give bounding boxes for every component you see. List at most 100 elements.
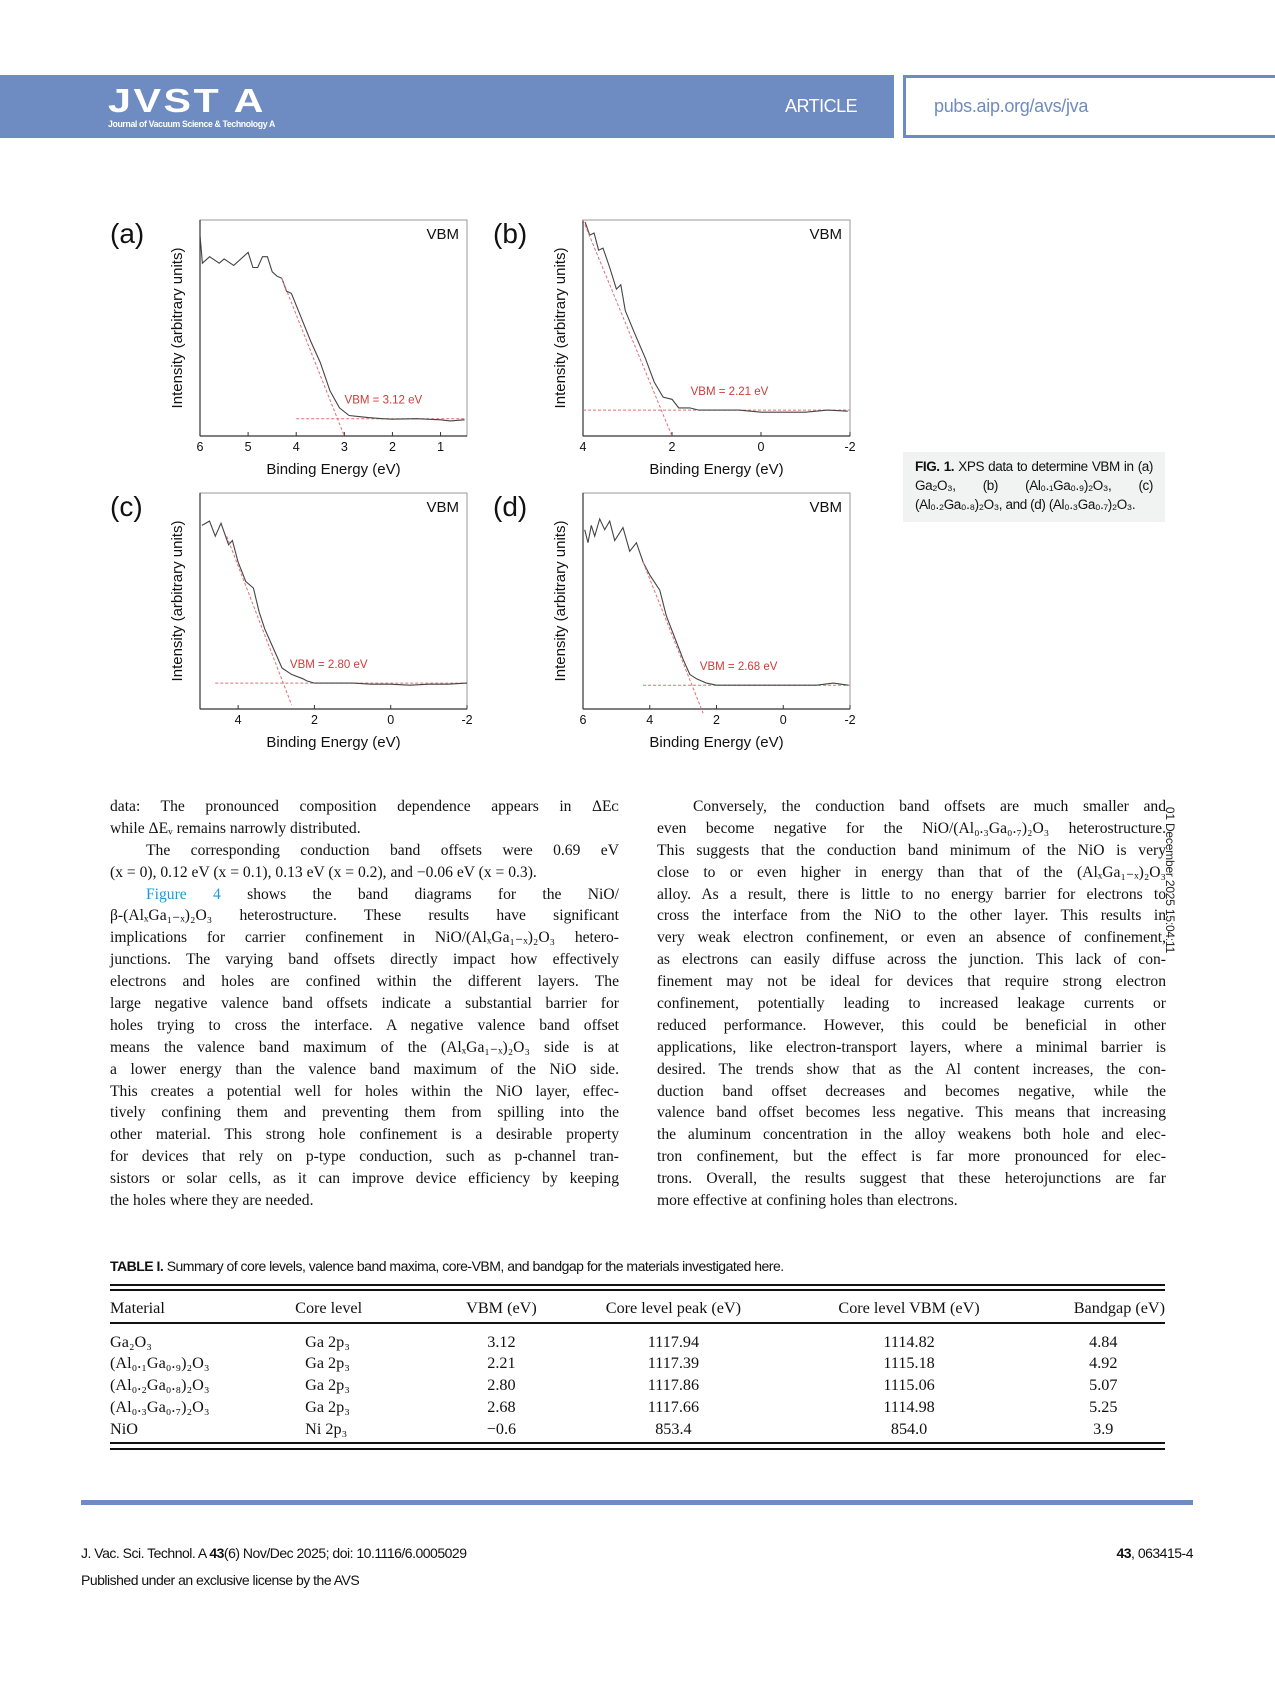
x-tick-label: 3 (341, 440, 348, 454)
corner-label: VBM (426, 226, 459, 243)
text-line: valence band offset becomes less negativ… (657, 1102, 1166, 1124)
text-line-content: large negative valence band offsets indi… (110, 995, 619, 1013)
text-line-content: as electrons can easily diffuse across t… (657, 951, 1166, 969)
text-line: cross the interface from the NiO to the … (657, 905, 1166, 927)
table-header-row: Material Core level VBM (eV) Core level … (110, 1294, 1165, 1322)
panel-label: (a) (110, 218, 144, 249)
cell-material: (Al₀.₃Ga₀.₇)₂O₃ (110, 1397, 210, 1416)
table-row: Ga₂O₃ Ga 2p₃ 3.12 1117.94 1114.82 4.84 (110, 1322, 1165, 1352)
cell-core-level-peak: 1117.39 (647, 1353, 700, 1372)
text-line: means the valence band maximum of the (A… (110, 1037, 619, 1059)
cell-bandgap: 3.9 (1093, 1419, 1114, 1438)
x-axis-label: Binding Energy (eV) (266, 734, 400, 751)
header-bandgap: Bandgap (eV) (1073, 1298, 1165, 1317)
cell-vbm: 2.68 (487, 1397, 516, 1416)
footer-citation: J. Vac. Sci. Technol. A 43(6) Nov/Dec 20… (81, 1545, 467, 1561)
text-line: reduced performance. However, this could… (657, 1015, 1166, 1037)
cell-material: Ga₂O₃ (110, 1333, 152, 1351)
text-line-content: finement may not be ideal for devices th… (657, 973, 1166, 991)
cell-core-level: Ni 2p₃ (305, 1419, 348, 1438)
page-number: , 063415-4 (1131, 1545, 1193, 1561)
panel-label: (b) (493, 218, 527, 249)
figure-caption: FIG. 1. XPS data to determine VBM in (a)… (903, 452, 1165, 522)
text-line: desired. The trends show that as the Al … (657, 1059, 1166, 1081)
header-core-level-vbm: Core level VBM (eV) (838, 1298, 980, 1317)
vbm-annotation: VBM = 2.80 eV (290, 659, 368, 671)
table-bottom-rule-2 (110, 1448, 1165, 1450)
x-tick-label: -2 (844, 713, 855, 727)
footer-license: Published under an exclusive license by … (81, 1572, 360, 1588)
text-line: other material. This strong hole confine… (110, 1124, 619, 1146)
cell-bandgap: 4.84 (1089, 1333, 1118, 1351)
slope-fit-line (281, 278, 345, 437)
text-line: tron confinement, but the effect is far … (657, 1146, 1166, 1168)
table-top-rule-2 (110, 1289, 1165, 1291)
cell-vbm: 2.21 (487, 1353, 516, 1372)
vbm-annotation: VBM = 2.21 eV (691, 386, 769, 398)
text-line-content: valence band offset becomes less negativ… (657, 1104, 1166, 1122)
text-line-content: data: The pronounced composition depende… (110, 798, 619, 815)
text-line-content: alloy. As a result, there is little to n… (657, 885, 1166, 903)
cell-core-level: Ga 2p₃ (305, 1375, 350, 1394)
text-line: sistors or solar cells, as it can improv… (110, 1168, 619, 1190)
figure-caption-text: XPS data to determine VBM in (a) Ga₂O₃, … (915, 459, 1153, 512)
text-line: Conversely, the conduction band offsets … (657, 796, 1166, 818)
text-line: holes trying to cross the interface. A n… (110, 1015, 619, 1037)
journal-url-link[interactable]: pubs.aip.org/avs/jva (934, 96, 1089, 116)
cell-core-level: Ga 2p₃ (305, 1353, 350, 1372)
cell-core-level-peak: 1117.94 (647, 1333, 700, 1351)
journal-url-box (903, 75, 1275, 138)
panel-label: (d) (493, 491, 527, 522)
panel-label: (c) (110, 491, 143, 522)
x-tick-label: -2 (844, 440, 855, 454)
cell-vbm: 3.12 (487, 1333, 516, 1351)
text-line-content: means the valence band maximum of the (A… (110, 1038, 619, 1056)
table-header-rule (110, 1322, 1165, 1324)
text-line: for devices that rely on p-type conducti… (110, 1146, 619, 1168)
figure-reference-link[interactable]: Figure 4 (146, 885, 221, 903)
text-line: as electrons can easily diffuse across t… (657, 949, 1166, 971)
plot-area (200, 235, 465, 422)
body-column-right: Conversely, the conduction band offsets … (657, 796, 1166, 1212)
table-top-rule (110, 1284, 1165, 1286)
text-line-content: desired. The trends show that as the Al … (657, 1060, 1166, 1078)
text-line: alloy. As a result, there is little to n… (657, 884, 1166, 906)
cell-core-level-peak: 1117.86 (647, 1375, 700, 1394)
table-label: TABLE I. (110, 1258, 164, 1274)
corner-label: VBM (426, 499, 459, 516)
x-tick-label: 2 (311, 713, 318, 727)
slope-fit-line (226, 536, 293, 705)
footer-page-number: 43, 063415-4 (1116, 1545, 1193, 1561)
text-line: large negative valence band offsets indi… (110, 993, 619, 1015)
figure-caption-label: FIG. 1. (915, 459, 955, 474)
cell-material: (Al₀.₁Ga₀.₉)₂O₃ (110, 1353, 210, 1372)
text-line: Figure 4 shows the band diagrams for the… (110, 884, 619, 906)
x-tick-label: 6 (580, 713, 587, 727)
text-line-content: This suggests that the conduction band m… (657, 841, 1166, 859)
vbm-annotation: VBM = 3.12 eV (345, 395, 423, 407)
body-column-left: data: The pronounced composition depende… (110, 796, 619, 1212)
plot-area (584, 517, 850, 686)
header-material: Material (110, 1298, 165, 1317)
summary-table: Material Core level VBM (eV) Core level … (110, 1294, 1165, 1440)
journal-header-bar (0, 75, 894, 138)
text-line-content: tron confinement, but the effect is far … (657, 1148, 1166, 1166)
text-line-content: the holes where they are needed. (110, 1192, 314, 1210)
text-line-content: reduced performance. However, this could… (657, 1016, 1166, 1034)
table-row: (Al₀.₃Ga₀.₇)₂O₃ Ga 2p₃ 2.68 1117.66 1114.98 5… (110, 1396, 1165, 1418)
table-bottom-rule (110, 1442, 1165, 1444)
text-line-content: even become negative for the NiO/(Al₀.₃G… (657, 819, 1166, 837)
citation-suffix: (6) Nov/Dec 2025; doi: 10.1116/6.0005029 (223, 1545, 467, 1561)
slope-fit-line (642, 561, 704, 714)
x-axis-label: Binding Energy (eV) (649, 734, 783, 751)
cell-core-level-vbm: 1114.82 (883, 1333, 935, 1351)
x-tick-label: 0 (780, 713, 787, 727)
text-line: electrons and holes are confined within … (110, 971, 619, 993)
cell-bandgap: 5.25 (1089, 1397, 1118, 1416)
citation-prefix: J. Vac. Sci. Technol. A (81, 1545, 210, 1561)
text-line: close to or even higher in energy than t… (657, 862, 1166, 884)
cell-core-level-vbm: 854.0 (890, 1419, 928, 1438)
y-axis-label: Intensity (arbitrary units) (552, 248, 569, 409)
cell-core-level: Ga 2p₃ (305, 1397, 350, 1416)
x-tick-label: 1 (437, 440, 444, 454)
